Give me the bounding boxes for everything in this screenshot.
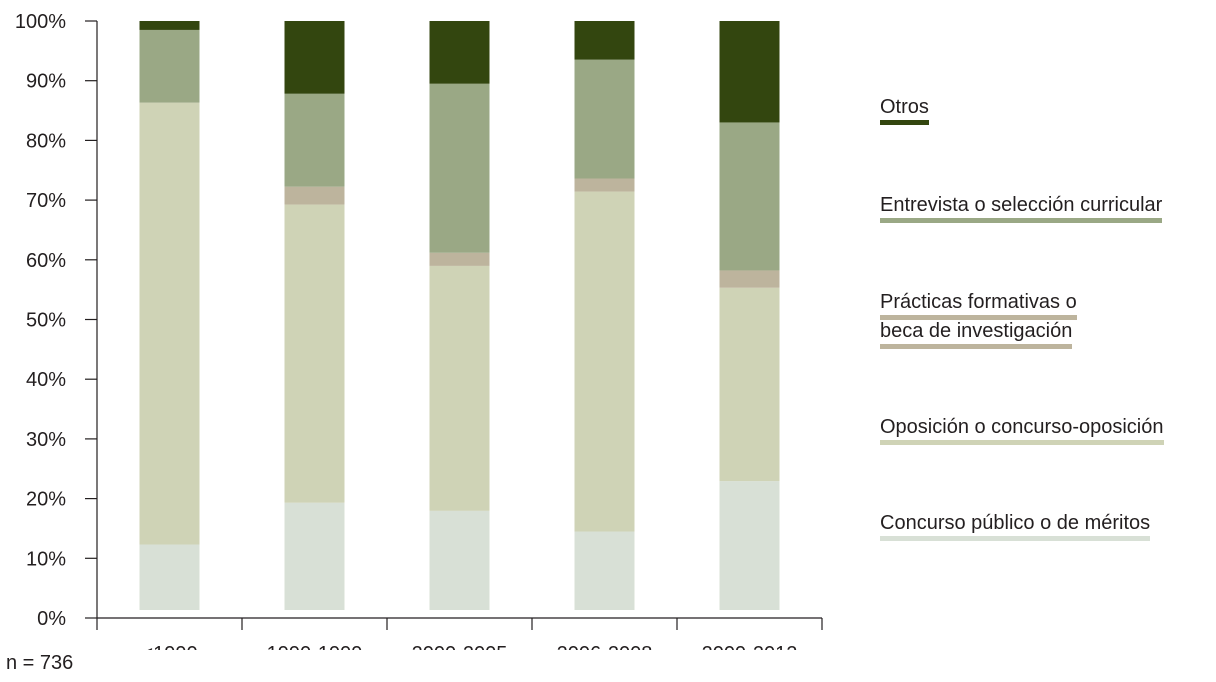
bar-segment	[719, 287, 780, 482]
bar-segment	[284, 186, 345, 205]
bar-segment	[574, 531, 635, 610]
y-tick-label: 70%	[26, 190, 66, 212]
y-tick-label: 100%	[15, 11, 66, 33]
bar-segment	[284, 93, 345, 187]
y-tick-label: 20%	[26, 489, 66, 511]
bar-segment	[139, 29, 200, 103]
legend-entrevista-label: Entrevista o selección curricular	[880, 194, 1163, 223]
bar-segment	[719, 270, 780, 288]
x-category-label: <1990	[141, 643, 197, 650]
bar-segment	[284, 502, 345, 610]
bar-segment	[139, 544, 200, 610]
bar-segment	[139, 102, 200, 545]
y-tick-label: 90%	[26, 71, 66, 93]
bar-segment	[719, 481, 780, 610]
legend-practicas-label-line1: Prácticas formativas o	[880, 291, 1077, 320]
legend-otros: Otros	[880, 96, 929, 125]
bar-segment	[574, 21, 635, 60]
y-tick-label: 50%	[26, 310, 66, 332]
legend-practicas-label-line2: beca de investigación	[880, 320, 1073, 349]
sample-size-note: n = 736	[6, 652, 74, 674]
y-tick-label: 10%	[26, 548, 66, 570]
y-tick-label: 80%	[26, 130, 66, 152]
legend-oposicion-label: Oposición o concurso-oposición	[880, 416, 1164, 445]
legend-practicas: Prácticas formativas o beca de investiga…	[880, 291, 1077, 349]
legend-oposicion: Oposición o concurso-oposición	[880, 416, 1164, 445]
x-category-label: 2000-2005	[412, 643, 508, 650]
bar-segment	[284, 204, 345, 503]
bar-segment	[429, 83, 490, 253]
legend-otros-label: Otros	[880, 96, 929, 125]
bar-segment	[284, 21, 345, 94]
bar-segment	[719, 21, 780, 123]
bar-segment	[429, 21, 490, 84]
y-tick-label: 60%	[26, 250, 66, 272]
x-category-label: 1990-1999	[267, 643, 363, 650]
bar-segment	[429, 252, 490, 266]
bar-segment	[574, 59, 635, 179]
legend-concurso: Concurso público o de méritos	[880, 512, 1151, 541]
stacked-bar-chart: 0% 10% 20% 30% 40% 50% 60% 70% 80% 90% 100% <1990 19…	[15, 11, 823, 650]
bar-segment	[139, 21, 200, 30]
bar-segment	[574, 178, 635, 192]
x-category-label: 2006-2008	[557, 643, 653, 650]
bar-segment	[429, 265, 490, 511]
legend-entrevista: Entrevista o selección curricular	[880, 194, 1163, 223]
x-category-label: 2009-2012	[702, 643, 798, 650]
bar-segment	[719, 122, 780, 271]
bar-segment	[429, 510, 490, 610]
y-tick-label: 40%	[26, 369, 66, 391]
y-tick-label: 0%	[37, 608, 66, 630]
legend-concurso-label: Concurso público o de méritos	[880, 512, 1151, 541]
y-tick-label: 30%	[26, 429, 66, 451]
bar-segment	[574, 191, 635, 532]
